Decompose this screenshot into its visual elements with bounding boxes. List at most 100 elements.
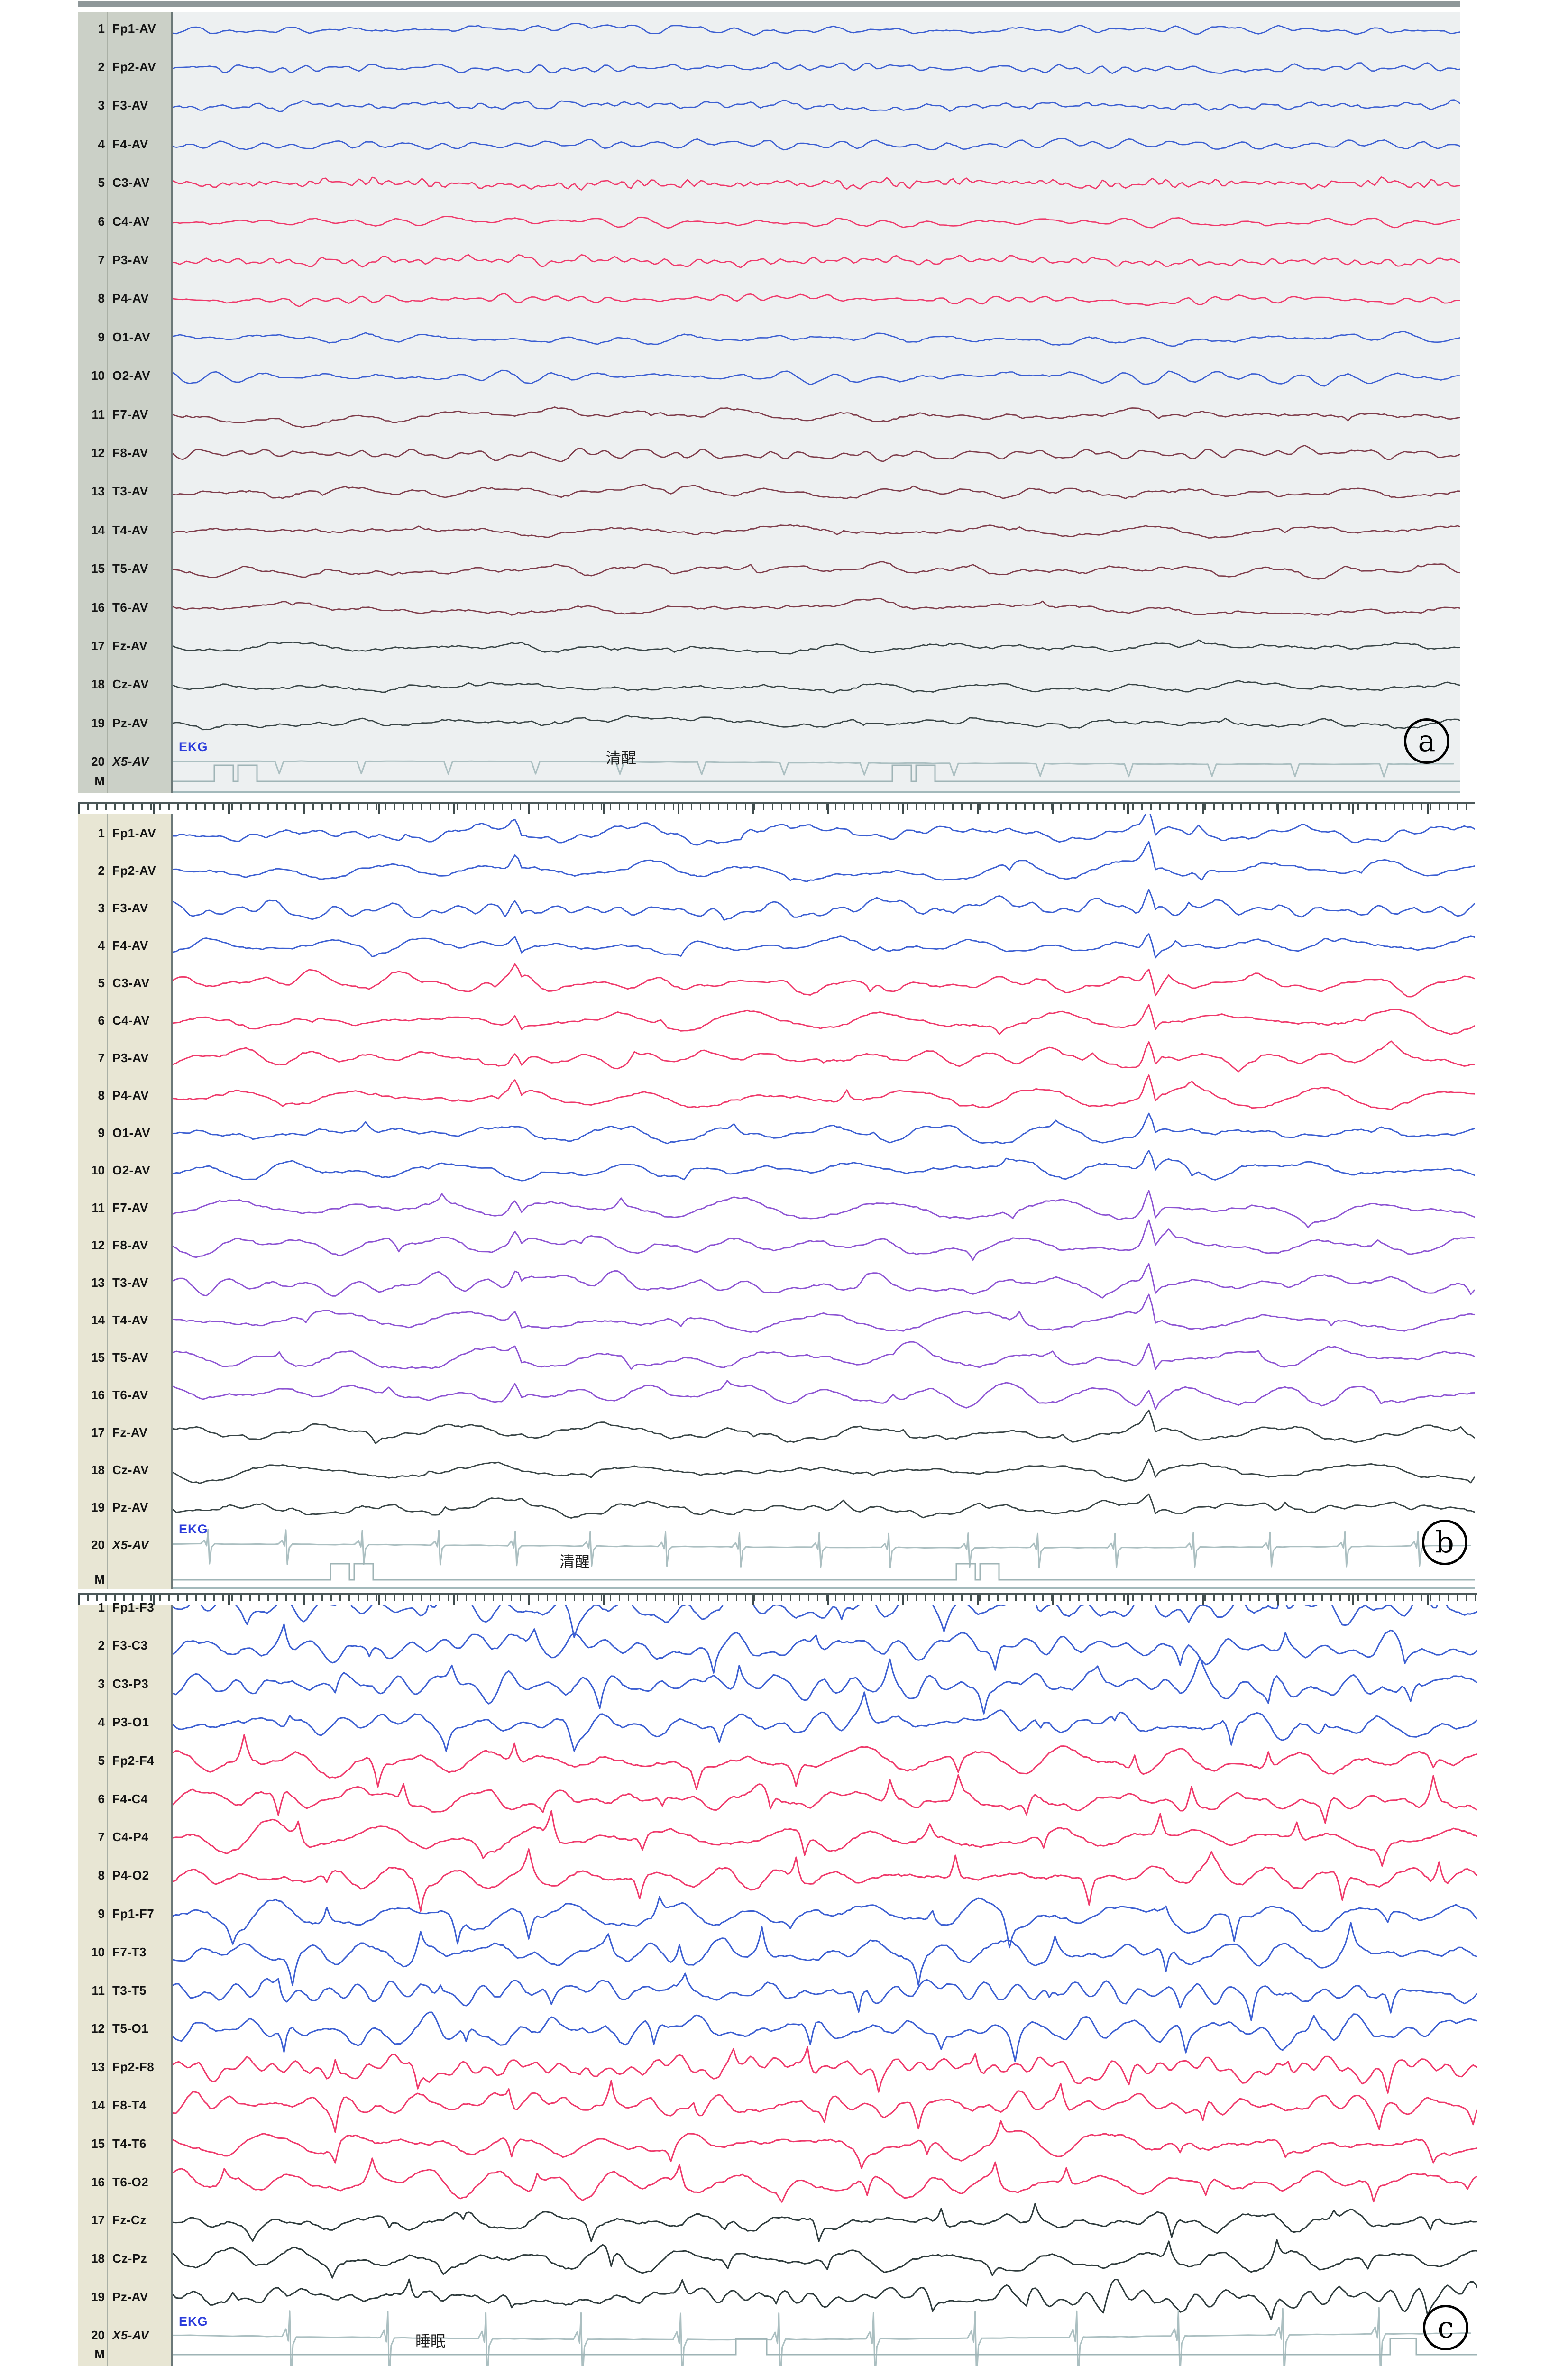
trace-area: EKG 睡眠 (173, 1605, 1477, 2366)
channel-row: 7 P3-AV (78, 251, 171, 268)
channel-label: P3-O1 (112, 1715, 149, 1729)
channel-number: 14 (91, 523, 105, 537)
eeg-trace-Cz-AV (173, 680, 1460, 694)
channel-number: 20 (91, 2328, 105, 2342)
eeg-trace-T4-AV (173, 524, 1460, 539)
channel-row: 9 O1-AV (78, 1124, 171, 1141)
channel-label: O2-AV (112, 1163, 151, 1177)
eeg-traces-svg (173, 23, 1460, 782)
channel-label: O2-AV (112, 368, 151, 383)
channel-number: 5 (98, 975, 105, 990)
channel-row: 2 F3-C3 (78, 1637, 171, 1654)
channel-row: 18 Cz-AV (78, 1461, 171, 1478)
channel-label: P4-AV (112, 1088, 149, 1102)
channel-row: 17 Fz-AV (78, 637, 171, 654)
trace-area: EKG 清醒 (173, 814, 1475, 1589)
channel-row: 6 F4-C4 (78, 1790, 171, 1807)
eeg-trace-X5-AV (173, 2307, 1471, 2366)
channel-row: 20 X5-AV (78, 2327, 171, 2344)
channel-number: 13 (91, 2060, 105, 2074)
channel-number: 3 (98, 1677, 105, 1691)
channel-label: T6-O2 (112, 2174, 149, 2189)
channel-row: 9 O1-AV (78, 329, 171, 346)
channel-number: 20 (91, 1537, 105, 1552)
channel-label: C4-AV (112, 1013, 150, 1027)
channel-number: 19 (91, 2289, 105, 2304)
channel-row: 13 T3-AV (78, 1274, 171, 1291)
channel-number: 2 (98, 59, 105, 74)
eeg-trace-F4-C4 (173, 1774, 1477, 1824)
figure-label-b: b (1422, 1520, 1467, 1565)
channel-number: 13 (91, 484, 105, 499)
channel-label: F8-AV (112, 1238, 148, 1252)
channel-row: 4 F4-AV (78, 937, 171, 954)
channel-label: F8-AV (112, 445, 148, 460)
channel-row: 5 C3-AV (78, 174, 171, 192)
channel-label: F3-C3 (112, 1638, 148, 1653)
channel-row: 14 F8-T4 (78, 2097, 171, 2114)
channel-row: 8 P4-AV (78, 290, 171, 307)
eeg-trace-T3-AV (173, 484, 1460, 499)
channel-label: Fz-Cz (112, 2213, 147, 2228)
channel-row: 17 Fz-Cz (78, 2212, 171, 2229)
eeg-trace-F4-AV (173, 933, 1475, 959)
channel-number: 8 (98, 1868, 105, 1883)
channel-number: 14 (91, 2098, 105, 2112)
eeg-traces-svg (173, 814, 1475, 1581)
channel-label: Fp2-AV (112, 59, 156, 74)
ekg-label: EKG (179, 2314, 208, 2329)
channel-number: 20 (91, 754, 105, 769)
channel-number: 16 (91, 2174, 105, 2189)
channel-number: 5 (98, 1753, 105, 1768)
channel-number: 12 (91, 2021, 105, 2036)
channel-number: 5 (98, 175, 105, 190)
eeg-trace-F3-AV (173, 99, 1460, 112)
channel-label: T5-O1 (112, 2021, 149, 2036)
figure-label-c: c (1423, 2305, 1468, 2350)
marker-trace (173, 764, 1460, 782)
channel-row: 11 T3-T5 (78, 1982, 171, 1999)
channel-label: F4-AV (112, 137, 148, 151)
channel-label: P3-AV (112, 1050, 149, 1065)
channel-row: 2 Fp2-AV (78, 58, 171, 75)
channel-row: 16 T6-AV (78, 599, 171, 616)
channel-number: 4 (98, 137, 105, 151)
channel-label: F8-T4 (112, 2098, 147, 2112)
channel-row: 1 Fp1-F3 (78, 1599, 171, 1616)
channel-row: 9 Fp1-F7 (78, 1905, 171, 1922)
channel-row: 19 Pz-AV (78, 1499, 171, 1516)
channel-label: T4-AV (112, 1312, 148, 1327)
channel-row: 3 C3-P3 (78, 1676, 171, 1693)
eeg-trace-P4-AV (173, 1074, 1475, 1110)
channel-label: F7-T3 (112, 1944, 147, 1959)
channel-label: F3-AV (112, 98, 148, 113)
eeg-trace-T4-T6 (173, 2120, 1477, 2169)
channel-row: 10 F7-T3 (78, 1944, 171, 1961)
ekg-label: EKG (179, 740, 208, 754)
eeg-trace-Fz-AV (173, 639, 1460, 655)
eeg-trace-O2-AV (173, 369, 1460, 387)
channel-label: T4-AV (112, 523, 148, 537)
channel-number: 6 (98, 1791, 105, 1806)
channel-label: T3-T5 (112, 1983, 147, 1998)
eeg-trace-Fp1-F7 (173, 1896, 1477, 1949)
marker-channel-label: M (94, 2347, 105, 2361)
channel-number: 10 (91, 1163, 105, 1177)
channel-number: 15 (91, 1350, 105, 1365)
eeg-trace-Cz-Pz (173, 2239, 1477, 2279)
state-annotation: 睡眠 (415, 2332, 446, 2350)
eeg-trace-C4-P4 (173, 1810, 1477, 1867)
eeg-trace-P3-AV (173, 1040, 1475, 1073)
channel-row: 18 Cz-AV (78, 676, 171, 693)
eeg-trace-C3-AV (173, 176, 1460, 191)
eeg-trace-T3-T5 (173, 1972, 1477, 2021)
channel-row: 12 F8-AV (78, 1237, 171, 1254)
channel-label: P3-AV (112, 252, 149, 267)
channel-number: 9 (98, 330, 105, 344)
figure-label-a: a (1404, 718, 1449, 764)
channel-row: 2 Fp2-AV (78, 862, 171, 879)
channel-row: 16 T6-AV (78, 1386, 171, 1403)
channel-number: 16 (91, 600, 105, 614)
marker-trace (173, 1563, 1475, 1581)
channel-label: F3-AV (112, 900, 148, 915)
